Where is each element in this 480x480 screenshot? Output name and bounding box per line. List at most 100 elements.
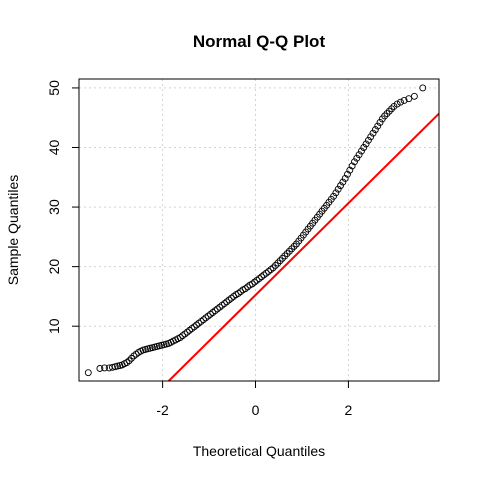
data-point — [419, 84, 427, 92]
data-point — [190, 323, 198, 331]
data-point — [346, 166, 354, 174]
data-point — [374, 122, 382, 130]
data-point — [267, 266, 275, 274]
data-point — [269, 264, 277, 272]
data-point — [101, 364, 108, 372]
grid — [79, 79, 439, 381]
data-point — [186, 326, 194, 334]
data-point — [281, 252, 289, 260]
data-point — [125, 357, 133, 365]
data-point — [393, 100, 401, 108]
data-point — [176, 334, 184, 341]
data-point — [396, 98, 404, 106]
data-point — [260, 271, 268, 279]
data-point — [376, 119, 384, 126]
data-point — [371, 126, 379, 134]
data-point — [288, 245, 296, 253]
reference-line — [167, 112, 440, 382]
y-tick-label: 30 — [46, 199, 62, 215]
data-point — [290, 242, 298, 250]
x-axis-label: Theoretical Quantiles — [193, 443, 325, 459]
data-point — [400, 96, 408, 104]
data-point — [96, 365, 104, 372]
data-point — [362, 140, 370, 148]
data-point — [381, 112, 389, 120]
data-point — [255, 275, 263, 282]
data-point — [383, 110, 391, 117]
data-point — [330, 192, 338, 200]
data-point — [272, 261, 279, 269]
data-point — [337, 182, 344, 190]
data-point — [204, 312, 212, 320]
data-point — [364, 136, 372, 144]
data-point — [283, 250, 291, 257]
data-point — [348, 162, 356, 170]
x-tick-label: 0 — [252, 402, 260, 418]
data-point — [248, 280, 256, 288]
plot-frame — [78, 78, 440, 382]
y-axis-label: Sample Quantiles — [5, 175, 21, 286]
data-point — [341, 175, 349, 182]
data-point — [130, 352, 138, 360]
data-point — [216, 303, 224, 311]
data-point — [253, 276, 261, 284]
data-point — [274, 259, 282, 267]
data-point — [276, 257, 284, 265]
data-point — [209, 309, 217, 316]
data-point — [385, 107, 393, 115]
data-point — [357, 147, 365, 155]
chart-title: Normal Q-Q Plot — [193, 32, 326, 51]
data-point — [84, 369, 92, 377]
data-point — [388, 105, 396, 113]
data-point — [251, 278, 259, 286]
data-point — [213, 305, 221, 313]
data-point — [367, 133, 375, 141]
y-tick-label: 20 — [46, 259, 62, 275]
data-point — [211, 307, 219, 315]
data-point — [334, 185, 342, 193]
data-point — [410, 92, 418, 100]
data-point — [369, 129, 377, 137]
data-point — [225, 296, 233, 304]
reference-line-layer — [167, 112, 440, 382]
data-point — [123, 359, 131, 366]
data-point — [339, 178, 347, 186]
x-tick-label: -2 — [156, 402, 169, 418]
data-point — [179, 332, 187, 340]
data-point — [234, 289, 242, 297]
data-point — [181, 330, 189, 338]
data-point — [220, 300, 228, 308]
data-point — [108, 363, 116, 371]
data-point — [128, 354, 135, 362]
y-axis-ticks: 10 20 30 40 50 — [46, 80, 79, 334]
data-point — [262, 269, 270, 277]
data-point — [200, 316, 207, 324]
data-point — [218, 301, 226, 309]
data-point — [202, 314, 210, 322]
data-point — [265, 267, 272, 275]
data-point — [285, 247, 293, 255]
data-point — [241, 285, 249, 293]
data-point — [193, 321, 200, 329]
data-point — [360, 144, 368, 151]
data-point — [353, 154, 361, 162]
data-points — [84, 84, 427, 377]
data-point — [405, 95, 413, 103]
y-tick-label: 50 — [46, 80, 62, 96]
data-point — [344, 170, 351, 178]
data-point — [188, 325, 196, 333]
data-point — [279, 254, 286, 262]
data-point — [227, 294, 235, 302]
x-tick-label: 2 — [345, 402, 353, 418]
data-point — [351, 158, 358, 166]
data-point — [197, 317, 205, 325]
x-axis-ticks: -2 0 2 — [156, 381, 353, 418]
data-point — [207, 310, 214, 318]
data-point — [223, 298, 231, 306]
data-point — [183, 328, 191, 336]
data-point — [258, 273, 266, 281]
y-tick-label: 40 — [46, 140, 62, 156]
data-point — [332, 189, 340, 197]
y-tick-label: 10 — [46, 318, 62, 334]
